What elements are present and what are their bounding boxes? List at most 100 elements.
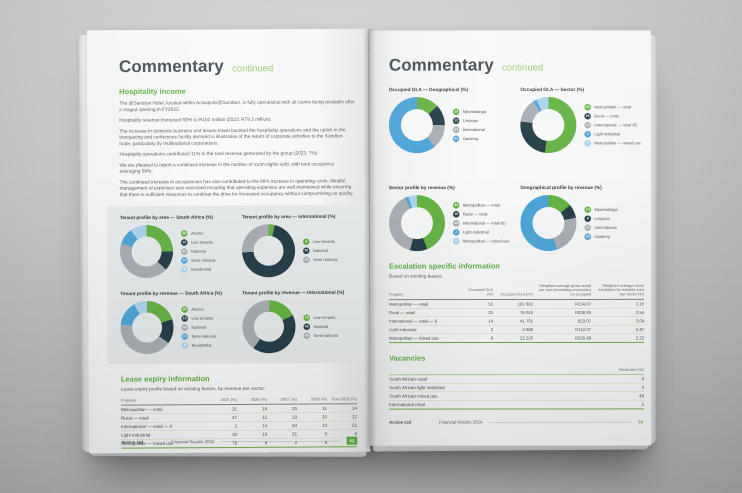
chart-title: Tenant profile by revenue — South Africa… <box>120 290 222 297</box>
legend-item: 14 International — retail (€) <box>584 121 640 129</box>
legend-dot: 10 <box>181 265 188 273</box>
table-cell: 3.54 <box>591 308 645 317</box>
table-header-cell: Occupied GLA (m²) <box>493 282 534 300</box>
legend-dot: 52 <box>584 103 591 111</box>
donut-chart-geographical-profile-revenue: Geographical profile by revenue (%) 14 Mpu… <box>520 184 644 252</box>
section-title-lease-expiry: Lease expiry information <box>120 374 210 384</box>
legend: 13 Mpumalanga 12 Limpopo 14 International 61 Ga… <box>452 106 486 145</box>
page-title: Commentary <box>118 56 224 77</box>
legend-dot: 23 <box>584 224 591 231</box>
donut <box>520 194 577 252</box>
table-cell: South African mixed use <box>389 391 596 401</box>
legend-label: Mpumalanga <box>594 207 618 212</box>
table-header-cell <box>389 366 596 375</box>
right-page: Commentary continued Occupied GLA — Geog… <box>369 30 652 446</box>
legend-item: 52 Metropolitan — retail <box>584 103 640 111</box>
legend-label: Residential <box>191 266 211 272</box>
table-cell: 41 701 <box>493 316 534 326</box>
table-cell: 19 <box>236 404 268 414</box>
chart-title: Geographical profile by revenue (%) <box>520 184 602 191</box>
legend-label: Rural — retail <box>594 113 619 119</box>
legend-dot: 55 <box>584 233 591 240</box>
legend-item: 13 Mpumalanga <box>452 108 486 115</box>
donut <box>388 97 445 154</box>
legend-dot: 14 <box>452 126 460 133</box>
legend-dot: 2 <box>452 228 460 236</box>
chart-title: Occupied GLA — Sector (%) <box>520 86 585 93</box>
legend-label: Mpumalanga <box>462 109 486 114</box>
legend-item: 14 Mpumalanga <box>584 206 618 213</box>
legend-dot: 12 <box>452 117 460 124</box>
legend-dot: 8 <box>181 341 189 349</box>
legend-label: International — retail (€) <box>594 122 638 128</box>
legend-dot: 2 <box>584 130 591 138</box>
section-title-hospitality-income: Hospitality income <box>119 87 186 97</box>
chart-body: 18 Line tenants 42 National 40 Semi national <box>242 300 356 354</box>
legend-label: Anchor <box>191 306 205 312</box>
legend-item: 42 National <box>181 323 215 331</box>
page-number: 54 <box>638 419 644 425</box>
legend-item: 40 Semi national <box>303 332 338 339</box>
donut-chart-occupied-gla-geographical: Occupied GLA — Geographical (%) 13 Mpumala… <box>388 87 513 154</box>
legend-item: 43 National <box>181 247 215 255</box>
legend: 14 Mpumalanga 8 Limpopo 23 International 55 Gau… <box>584 204 618 243</box>
chart-grid: Occupied GLA — Geographical (%) 13 Mpumala… <box>388 86 644 252</box>
table-cell: 4 <box>595 383 645 392</box>
legend-label: Metropolitan — mixed use <box>594 140 641 146</box>
legend-dot: 14 <box>584 121 591 129</box>
legend-label: National <box>313 248 328 253</box>
legend-label: Line tenants <box>190 239 213 245</box>
legend-dot: 10 <box>452 210 460 218</box>
page-title: Commentary <box>388 55 494 75</box>
table-header-cell: 2028 (%) <box>296 395 327 405</box>
legend-item: 12 Limpopo <box>452 117 486 124</box>
legend-item: 42 National <box>303 323 337 330</box>
table-cell: 12 <box>237 412 268 422</box>
table-cell: 10 <box>297 412 328 422</box>
table-cell: R208.95 <box>533 308 592 317</box>
footer-company: Acsion Ltd <box>121 439 144 445</box>
table-header-cell: 2025 (%) <box>206 396 237 405</box>
legend-dot: 61 <box>452 135 460 142</box>
legend: 4 Line tenants 70 National 26 Semi national <box>302 236 337 266</box>
page-title-continued: continued <box>501 62 544 74</box>
chart-body: 4 Line tenants 70 National 26 Semi national <box>241 224 356 278</box>
table-cell: R112.07 <box>533 325 592 334</box>
legend-label: Metropolitan — mixed use <box>462 238 510 244</box>
donut-chart-tenant-area-international: Tenant profile by area — International (… <box>242 214 356 278</box>
table-cell: 8 <box>595 374 645 384</box>
table-row: Metropolitan — retail 52 181 682 R234.07 3.1… <box>389 299 645 309</box>
legend-label: Line tenants <box>312 239 335 244</box>
legend-item: 25 Rural — retail <box>584 112 640 120</box>
table-cell: International — retail — € <box>389 316 461 326</box>
chart-body: 14 Mpumalanga 8 Limpopo 23 International 55 Gau… <box>520 194 644 252</box>
table-row: Rural — retail 25 78 015 R208.95 3.54 <box>389 308 645 318</box>
table-cell: 14 <box>237 421 268 431</box>
legend-label: Light industrial <box>462 229 489 235</box>
table-row: Light industrial 2 4 886 R112.07 5.47 <box>389 325 645 335</box>
legend-item: 2 Light industrial <box>584 130 640 138</box>
section-title-escalation: Escalation specific information <box>388 262 500 271</box>
table-row: South African retail 8 <box>389 374 645 384</box>
paragraph: Hospitality operations contributed 11% t… <box>119 150 319 158</box>
legend-label: National <box>313 324 329 329</box>
chart-title: Tenant profile by revenue — Internationa… <box>242 289 345 296</box>
chart-body: 52 Metropolitan — retail 25 Rural — retail 1… <box>520 96 644 154</box>
table-cell: 52 <box>460 299 494 309</box>
table-header-cell: Vacancies (%) <box>595 366 645 375</box>
table-cell: 22 220 <box>493 333 534 343</box>
legend: 44 Metropolitan — retail 10 Rural — retail 3… <box>452 199 510 247</box>
lease-expiry-subtitle: Lease expiry profile based on existing l… <box>120 385 266 393</box>
legend-label: Light industrial <box>594 131 621 137</box>
legend-item: 10 Residential <box>181 265 215 273</box>
donut <box>520 96 577 154</box>
table-cell: 49 <box>595 391 645 401</box>
table-cell: 78 015 <box>493 308 534 317</box>
vacancies-table: Vacancies (%) South African retail 8 South … <box>389 366 645 410</box>
table-cell: 19 <box>267 412 298 422</box>
legend-item: 15 Semi national <box>181 332 216 340</box>
legend: 20 Anchor 15 Line tenants 42 National 15 Semi n… <box>181 303 216 351</box>
table-cell: 14 <box>326 403 358 413</box>
footer-company: Acsion Ltd <box>389 419 412 425</box>
